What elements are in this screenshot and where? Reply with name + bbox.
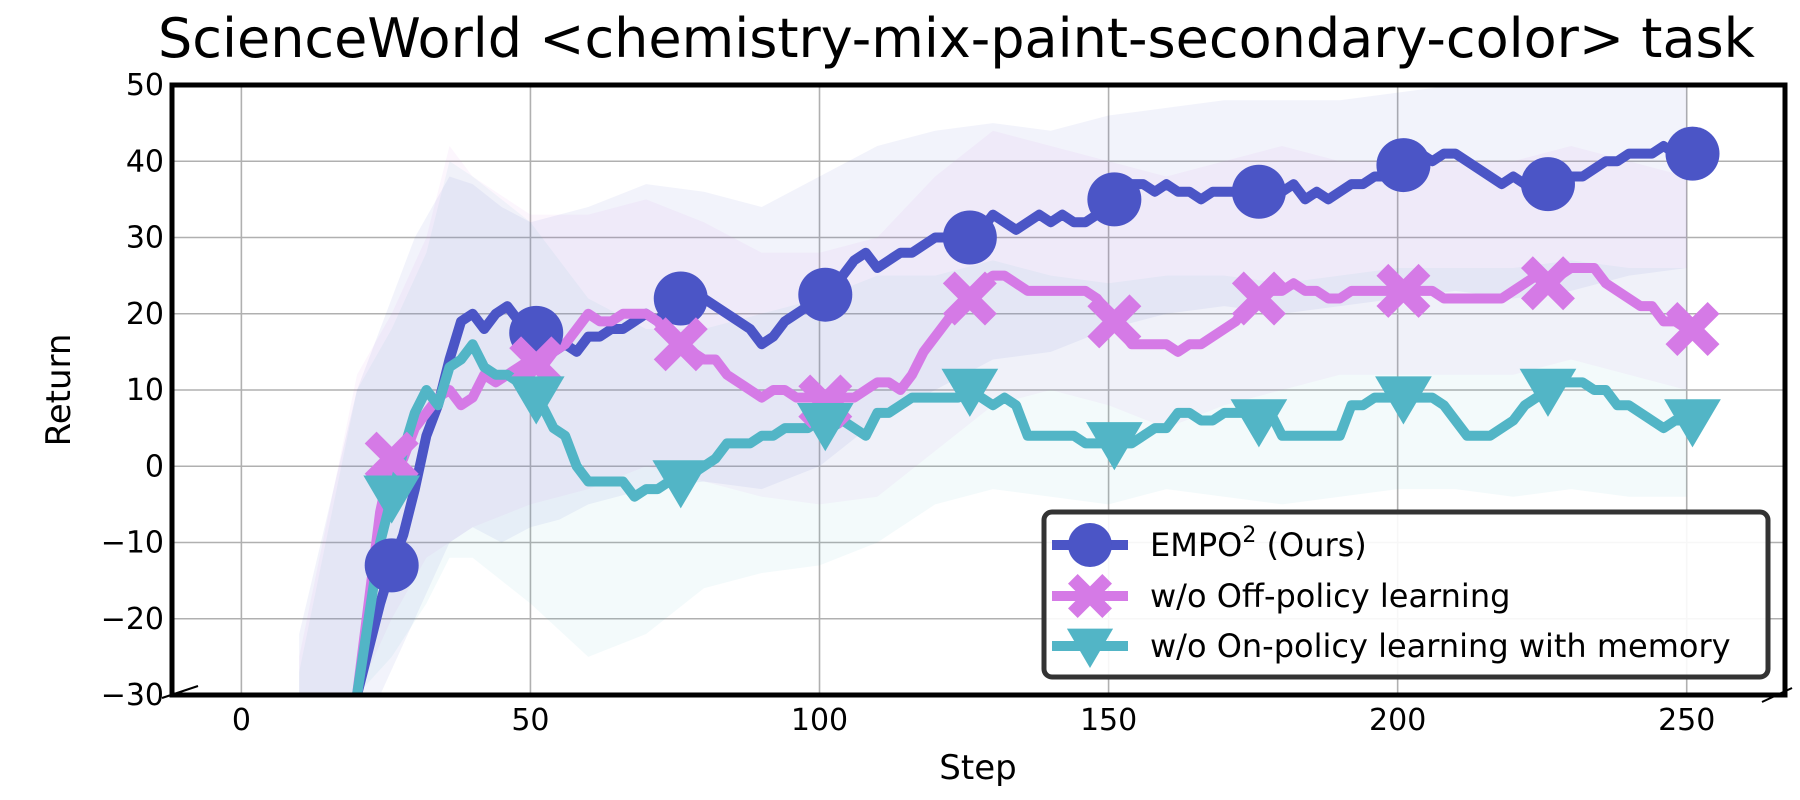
data-point-marker (507, 376, 565, 425)
data-point-marker (1087, 294, 1142, 349)
legend-marker (1068, 523, 1112, 567)
y-tick-label: −20 (101, 602, 164, 637)
y-axis-ticks: −30 −20 −10 0 10 20 30 40 50 (101, 68, 164, 713)
data-point-marker (941, 368, 999, 417)
y-tick-label: 50 (126, 68, 164, 103)
data-point-marker (798, 267, 853, 322)
y-tick-label: 30 (126, 221, 164, 256)
data-point-marker (653, 317, 708, 372)
data-point-marker (364, 431, 419, 486)
data-point-marker (1086, 422, 1143, 471)
series-line (352, 141, 1692, 695)
x-axis-ticks: 0 50 100 150 200 250 (232, 703, 1716, 738)
y-tick-label: 0 (145, 449, 164, 484)
data-point-marker (1087, 172, 1142, 227)
plot-frame (169, 82, 1788, 698)
legend-label: w/o On-policy learning with memory (1150, 627, 1731, 665)
data-point-marker (1665, 126, 1720, 181)
x-axis-label: Step (939, 748, 1016, 788)
x-tick-label: 50 (511, 703, 549, 738)
y-tick-label: 20 (126, 297, 164, 332)
series-line (352, 263, 1692, 695)
legend-marker (1068, 574, 1112, 618)
legend-frame (1041, 509, 1771, 680)
confidence-band (299, 85, 1687, 695)
x-tick-label: 0 (232, 703, 251, 738)
y-tick-label: −10 (101, 526, 164, 561)
data-point-marker (1664, 399, 1721, 448)
y-tick-label: −30 (101, 678, 164, 713)
series-line (352, 339, 1692, 695)
x-tick-label: 200 (1369, 703, 1426, 738)
legend-label: EMPO2 (Ours) (1150, 523, 1367, 564)
data-point-marker (1231, 164, 1286, 219)
y-tick-label: 40 (126, 144, 164, 179)
data-point-marker (1519, 368, 1577, 417)
data-point-marker (1665, 302, 1720, 356)
data-point-marker (653, 271, 708, 326)
x-tick-label: 150 (1080, 703, 1137, 738)
data-point-marker (1375, 376, 1432, 425)
data-point-marker (1231, 271, 1286, 326)
legend-label: w/o Off-policy learning (1150, 577, 1510, 615)
data-point-marker (364, 538, 419, 593)
data-point-marker (1376, 263, 1431, 318)
data-point-marker (1520, 157, 1575, 212)
x-tick-label: 250 (1658, 703, 1715, 738)
axis-breaks (161, 685, 1793, 703)
data-point-marker (942, 210, 997, 265)
legend: EMPO2 (Ours) w/o Off-policy learning w/o O… (1041, 509, 1771, 680)
data-point-marker (652, 460, 710, 509)
data-point-marker (1520, 256, 1575, 311)
y-tick-label: 10 (126, 373, 164, 408)
data-point-marker (363, 475, 421, 524)
y-axis-label: Return (39, 334, 79, 447)
data-point-marker (1230, 399, 1288, 448)
data-point-marker (942, 271, 997, 326)
series-lines (352, 141, 1692, 695)
data-point-marker (1376, 138, 1431, 193)
x-tick-label: 100 (791, 703, 848, 738)
data-point-marker (796, 403, 854, 452)
legend-marker (1066, 628, 1114, 668)
series-markers (363, 126, 1721, 593)
chart-title: ScienceWorld <chemistry-mix-paint-second… (158, 7, 1756, 70)
confidence-band (299, 130, 1687, 695)
